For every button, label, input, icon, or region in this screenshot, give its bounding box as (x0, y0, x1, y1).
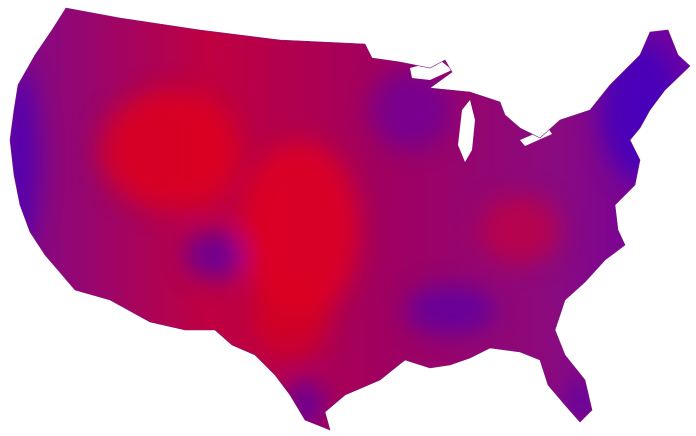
lake-erie (520, 128, 552, 146)
region-great-plains (240, 140, 360, 320)
region-pacific-coast (10, 70, 38, 250)
region-mountain-west (100, 90, 240, 210)
region-upper-midwest (370, 70, 450, 150)
lake-superior (410, 60, 452, 80)
region-deep-south-belt (405, 285, 495, 335)
region-south-texas (285, 380, 325, 430)
region-appalachia (480, 195, 560, 265)
region-texas-interior (250, 280, 330, 360)
lake-michigan (458, 100, 475, 162)
region-south-florida (565, 380, 595, 420)
region-new-mexico (185, 230, 245, 280)
region-northeast (600, 40, 680, 180)
